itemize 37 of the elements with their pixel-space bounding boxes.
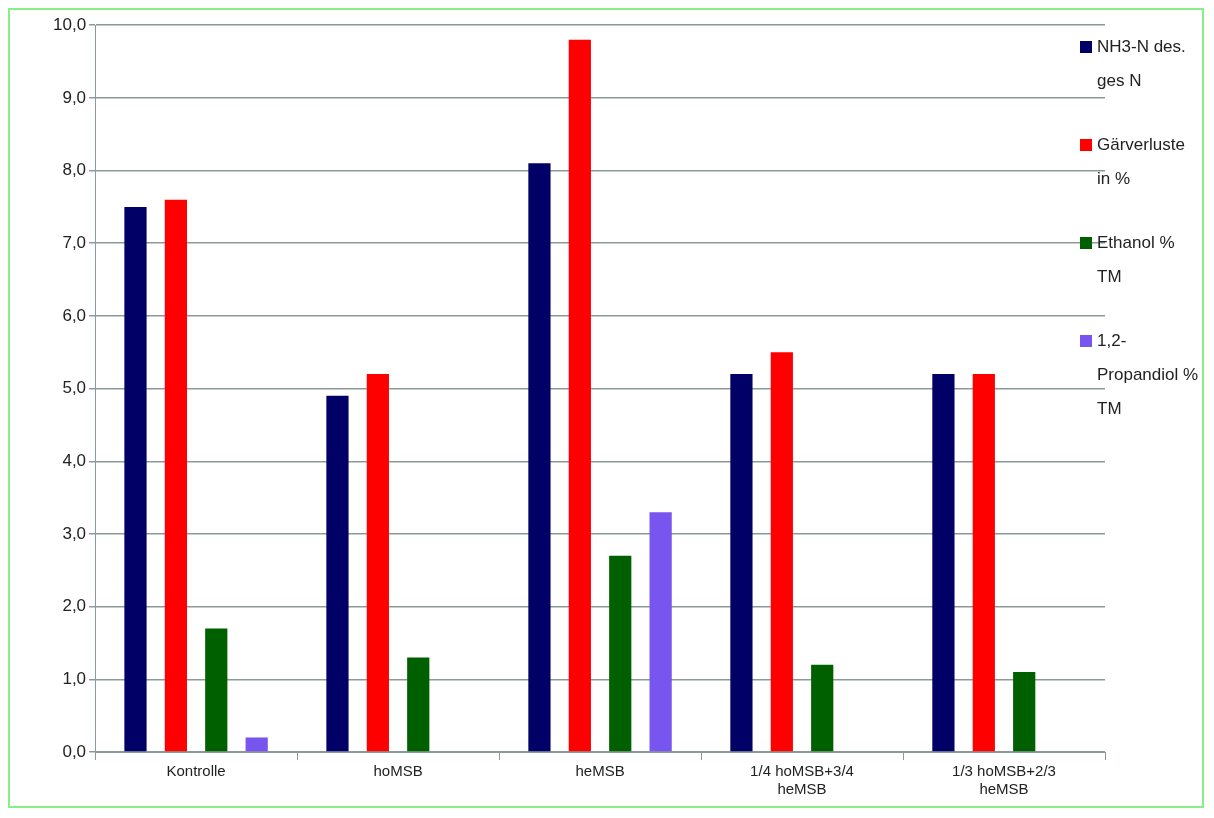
- bar: [609, 555, 632, 752]
- x-tick-label: 1/4 hoMSB+3/4 heMSB: [750, 762, 854, 798]
- legend-label: Gärverluste in %: [1097, 134, 1186, 190]
- x-tick-label: Kontrolle: [166, 762, 226, 780]
- x-tick-label: heMSB: [575, 762, 625, 780]
- bar: [124, 206, 147, 752]
- y-tick-label: 3,0: [62, 523, 87, 543]
- bar: [730, 374, 753, 752]
- y-tick-label: 0,0: [62, 741, 87, 761]
- bar: [205, 628, 228, 752]
- legend-label: NH3-N des. ges N: [1097, 36, 1187, 92]
- y-tick-label: 4,0: [62, 450, 87, 470]
- y-tick-label: 8,0: [62, 160, 87, 180]
- legend-label: Ethanol % TM: [1097, 232, 1176, 288]
- y-tick-label: 6,0: [62, 305, 87, 325]
- y-tick-label: 10,0: [52, 14, 87, 34]
- x-tick-label: hoMSB: [373, 762, 423, 780]
- x-tick-label: 1/3 hoMSB+2/3 heMSB: [952, 762, 1056, 798]
- bar: [770, 352, 793, 752]
- bar: [568, 39, 591, 752]
- bar: [326, 395, 349, 752]
- bar: [1013, 672, 1036, 752]
- y-tick-label: 9,0: [62, 87, 87, 107]
- bar: [811, 664, 834, 752]
- bar: [164, 199, 187, 752]
- bar: [972, 374, 995, 752]
- y-tick-label: 5,0: [62, 378, 87, 398]
- bar: [366, 374, 389, 752]
- bar: [528, 163, 551, 752]
- bar: [245, 737, 268, 752]
- legend-label: 1,2-Propandiol % TM: [1097, 330, 1200, 420]
- y-tick-label: 7,0: [62, 232, 87, 252]
- bar: [649, 512, 672, 752]
- y-tick-label: 2,0: [62, 596, 87, 616]
- bar: [932, 374, 955, 752]
- bar: [407, 657, 430, 752]
- y-tick-label: 1,0: [62, 669, 87, 689]
